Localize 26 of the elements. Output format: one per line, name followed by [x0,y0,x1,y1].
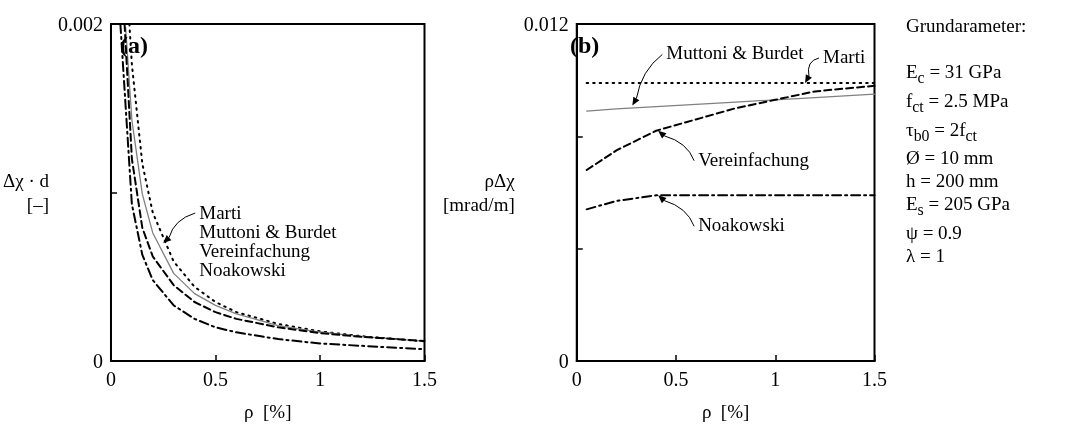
annotation: Noakowski [698,214,785,236]
x-tick-label: 1 [770,368,781,390]
x-tick-label: 0.5 [202,368,228,390]
text: E$_{c}$ = 31 GPa [906,60,1003,88]
text: λ = 1 [906,244,946,268]
y-tick-label: 0.002 [57,13,103,35]
y-axis-title: ρΔχ [mrad/m] [442,170,516,215]
y-axis-title: Δχ · d [–] [2,170,50,215]
x-tick-label: 1 [314,368,325,390]
text: E$_{s}$ = 205 GPa [906,192,1011,221]
annotation: Marti [823,45,866,67]
text: Ø = 10 mm [906,146,995,170]
text: h = 200 mm [906,169,1000,193]
text: Grundarameter: [906,14,1027,37]
x-axis-title: ρ [%] [244,400,292,422]
text: τ$_{b0}$ = 2f$_{ct}$ [906,117,978,146]
y-tick-label: 0.012 [523,13,569,35]
x-tick-label: 0.5 [663,368,689,390]
annotation: Vereinfachung [698,148,810,170]
annotation: Muttoni & Burdet [666,42,805,64]
x-axis-title: ρ [%] [701,400,750,422]
x-tick-label: 1.5 [862,368,887,390]
annotation: Marti Muttoni & Burdet Vereinfachung Noakowski [199,202,338,281]
text: ψ = 0.9 [906,221,963,245]
x-tick-label: 1.5 [412,368,437,390]
text: f$_{ct}$ = 2.5 MPa [906,88,1010,117]
